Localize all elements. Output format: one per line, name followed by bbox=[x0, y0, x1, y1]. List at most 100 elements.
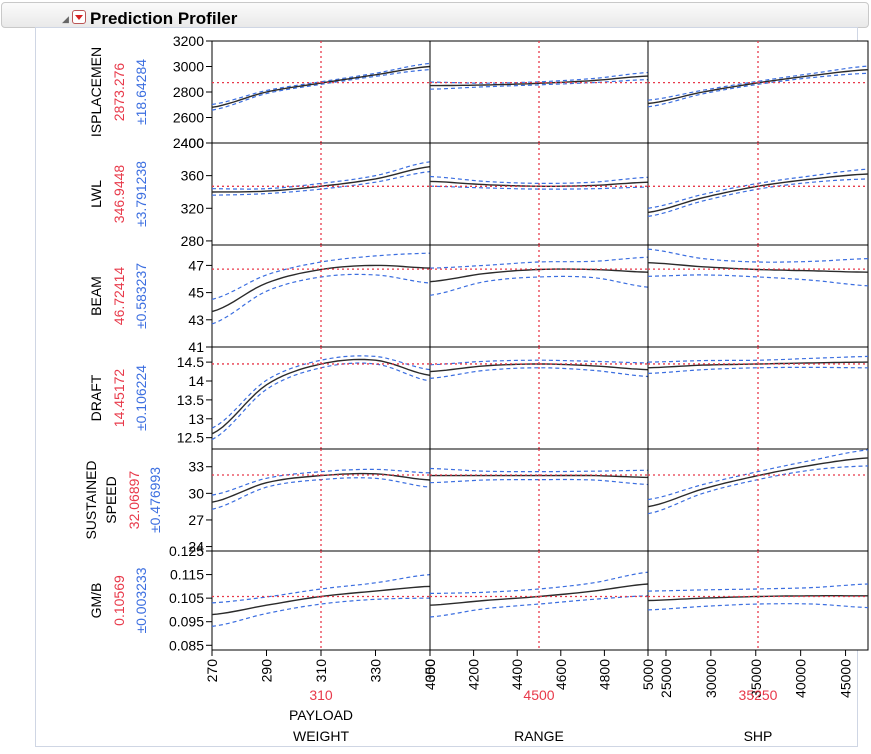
ci-upper-line bbox=[211, 574, 431, 604]
factor-name-label: SHP bbox=[744, 728, 773, 744]
ci-upper-line bbox=[429, 359, 649, 366]
ci-lower-line bbox=[211, 171, 431, 196]
x-tick-label: 4800 bbox=[596, 659, 612, 690]
ci-lower-line bbox=[429, 185, 649, 190]
y-tick-label: 2800 bbox=[173, 84, 204, 100]
factor-name-label: PAYLOAD bbox=[289, 707, 353, 723]
x-tick-label: 4600 bbox=[553, 659, 569, 690]
disclosure-icon[interactable]: ◢ bbox=[62, 14, 69, 24]
x-tick-label: 270 bbox=[204, 659, 220, 683]
y-tick-label: 24 bbox=[188, 539, 204, 555]
y-tick-label: 0.085 bbox=[169, 637, 204, 653]
prediction-curve bbox=[211, 65, 431, 108]
y-tick-label: 3000 bbox=[173, 59, 204, 75]
y-tick-label: 0.105 bbox=[169, 590, 204, 606]
y-tick-label: 33 bbox=[188, 459, 204, 475]
factor-current-value: 35250 bbox=[739, 687, 778, 703]
ci-lower-line bbox=[429, 275, 649, 296]
y-tick-label: 30 bbox=[188, 485, 204, 501]
profile-panel-3-2 bbox=[647, 346, 869, 450]
x-tick-label: 40000 bbox=[793, 659, 809, 698]
panel-frame bbox=[647, 550, 869, 651]
y-tick-label: 14.5 bbox=[177, 354, 204, 370]
ci-lower-line bbox=[429, 79, 649, 90]
x-tick-label: 4000 bbox=[422, 659, 438, 690]
x-tick-label: 35000 bbox=[748, 659, 764, 698]
x-tick-label: 310 bbox=[313, 659, 329, 683]
response-ci-label: ±0.476993 bbox=[147, 467, 163, 533]
response-name-label: LWL bbox=[88, 180, 104, 208]
y-tick-label: 41 bbox=[188, 339, 204, 355]
response-name-label: GM/B bbox=[88, 583, 104, 619]
title-bar: ◢ Prediction Profiler bbox=[1, 2, 869, 28]
ci-upper-line bbox=[429, 175, 649, 184]
y-tick-label: 27 bbox=[188, 512, 204, 528]
ci-upper-line bbox=[429, 256, 649, 269]
y-tick-label: 13 bbox=[188, 411, 204, 427]
ci-lower-line bbox=[647, 274, 869, 287]
panel-frame bbox=[211, 550, 431, 651]
y-tick-label: 360 bbox=[181, 168, 205, 184]
response-name-label: ISPLACEMEN bbox=[88, 47, 104, 137]
ci-upper-line bbox=[647, 449, 869, 501]
profile-panel-2-0 bbox=[211, 244, 431, 348]
response-ci-label: ±0.003233 bbox=[133, 567, 149, 633]
response-name-label: BEAM bbox=[88, 276, 104, 316]
prediction-curve bbox=[429, 180, 649, 188]
page-title: Prediction Profiler bbox=[90, 9, 238, 28]
x-tick-label: 30000 bbox=[703, 659, 719, 698]
factor-name-label: WEIGHT bbox=[293, 728, 349, 744]
x-tick-label: 330 bbox=[368, 659, 384, 683]
y-tick-label: 400 bbox=[181, 135, 205, 151]
red-triangle-menu-button[interactable] bbox=[72, 10, 86, 24]
profile-panel-4-0 bbox=[211, 448, 431, 552]
y-tick-label: 43 bbox=[188, 312, 204, 328]
response-ci-label: ±0.583237 bbox=[133, 263, 149, 329]
profile-panel-1-1 bbox=[429, 142, 649, 246]
factor-name-label: RANGE bbox=[514, 728, 564, 744]
response-name-label: SPEED bbox=[103, 476, 119, 523]
y-tick-label: 45 bbox=[188, 285, 204, 301]
ci-upper-line bbox=[212, 161, 431, 190]
profile-panel-5-1 bbox=[429, 550, 649, 651]
prediction-curve bbox=[429, 268, 649, 283]
factor-current-value: 310 bbox=[309, 687, 333, 703]
ci-lower-line bbox=[647, 603, 869, 611]
profile-panel-4-1 bbox=[429, 448, 649, 552]
x-tick-label: 4400 bbox=[509, 659, 525, 690]
y-tick-label: 0.125 bbox=[169, 543, 204, 559]
ci-upper-line bbox=[211, 468, 431, 496]
y-tick-label: 14 bbox=[188, 373, 204, 389]
y-tick-label: 280 bbox=[181, 233, 205, 249]
y-tick-label: 2600 bbox=[173, 110, 204, 126]
y-tick-label: 13.5 bbox=[177, 392, 204, 408]
y-tick-label: 12.5 bbox=[177, 430, 204, 446]
profile-panel-4-2 bbox=[647, 448, 869, 552]
response-ci-label: ±18.64284 bbox=[133, 59, 149, 125]
ci-lower-line bbox=[647, 72, 869, 108]
profile-panel-5-0 bbox=[211, 550, 431, 651]
y-tick-label: 47 bbox=[188, 257, 204, 273]
factor-current-value: 4500 bbox=[523, 687, 554, 703]
ci-upper-line bbox=[647, 248, 869, 263]
ci-lower-line bbox=[211, 597, 431, 627]
y-tick-label: 320 bbox=[181, 200, 205, 216]
prediction-curve bbox=[211, 166, 431, 193]
ci-upper-line bbox=[211, 355, 431, 429]
x-tick-label: 5000 bbox=[640, 659, 656, 690]
response-value-label: 32.06897 bbox=[126, 471, 142, 530]
profile-panel-5-2 bbox=[647, 550, 869, 651]
response-ci-label: ±3.791238 bbox=[133, 161, 149, 227]
profile-panel-2-2 bbox=[647, 244, 869, 348]
ci-upper-line bbox=[211, 62, 431, 106]
response-value-label: 14.45172 bbox=[111, 369, 127, 428]
x-tick-label: 45000 bbox=[838, 659, 854, 698]
x-tick-label: 350 bbox=[422, 659, 438, 683]
ci-upper-line bbox=[647, 583, 869, 592]
response-value-label: 0.10569 bbox=[111, 575, 127, 626]
ci-lower-line bbox=[647, 366, 868, 374]
response-value-label: 2873.276 bbox=[111, 63, 127, 122]
profile-panel-2-1 bbox=[429, 244, 649, 348]
